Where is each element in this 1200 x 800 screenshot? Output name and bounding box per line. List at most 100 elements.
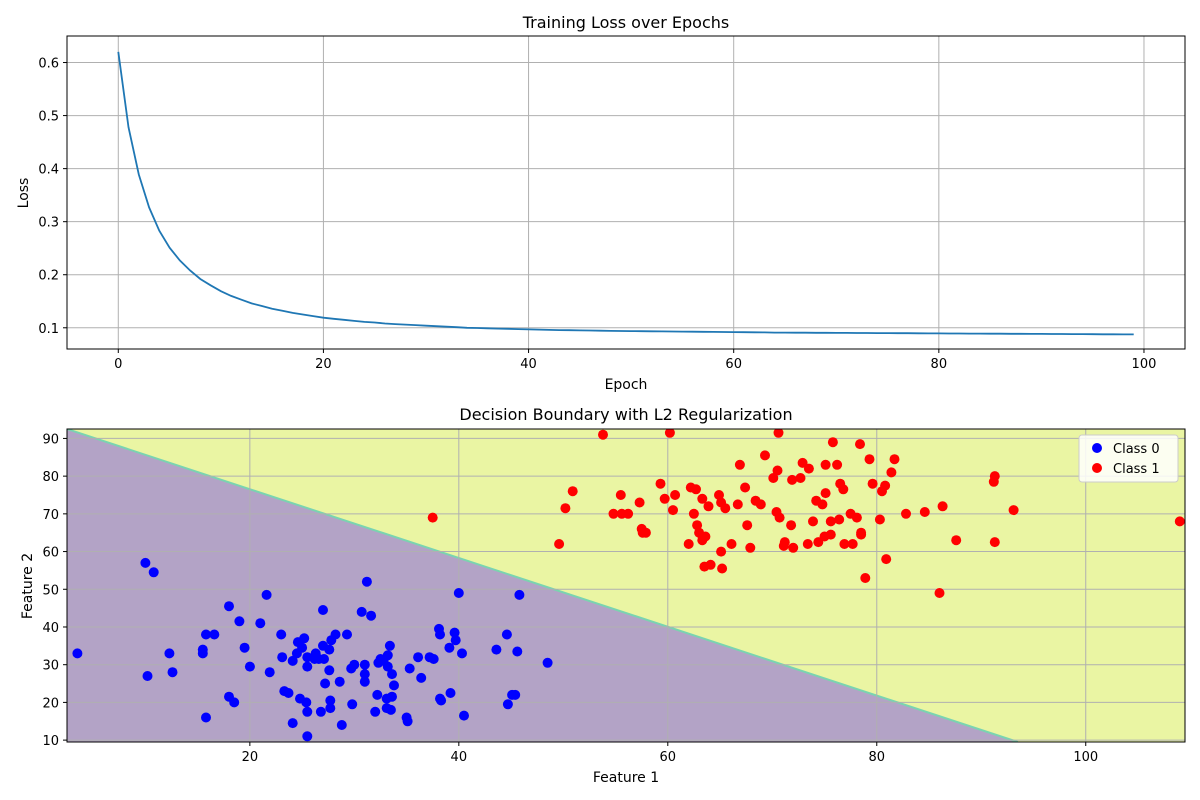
loss-chart-y-ticks: 0.1 0.2 0.3 0.4 0.5 0.6 <box>38 57 67 337</box>
point-class-0 <box>435 629 445 640</box>
point-class-0 <box>320 678 331 689</box>
point-class-1 <box>851 512 862 523</box>
point-class-0 <box>457 648 467 659</box>
point-class-1 <box>691 484 701 495</box>
point-class-1 <box>700 531 711 542</box>
point-class-0 <box>302 706 313 717</box>
point-class-0 <box>342 629 352 640</box>
point-class-1 <box>901 508 911 519</box>
point-class-1 <box>856 527 867 538</box>
point-class-0 <box>224 601 234 612</box>
point-class-1 <box>839 539 850 549</box>
y-tick-label: 20 <box>42 696 59 711</box>
point-class-1 <box>820 488 831 499</box>
point-class-0 <box>318 605 328 615</box>
decision-chart-x-ticks: 20 40 60 80 100 <box>242 742 1098 765</box>
point-class-0 <box>330 629 341 640</box>
point-class-1 <box>788 542 799 553</box>
x-tick-label: 20 <box>315 357 332 372</box>
point-class-0 <box>347 699 358 710</box>
y-tick-label: 0.1 <box>38 322 59 337</box>
point-class-1 <box>802 539 813 549</box>
point-class-0 <box>444 642 455 653</box>
point-class-1 <box>772 465 783 476</box>
point-class-1 <box>623 508 634 519</box>
point-class-0 <box>299 633 310 644</box>
point-class-0 <box>261 589 272 600</box>
point-class-0 <box>287 718 298 729</box>
point-class-1 <box>803 463 814 474</box>
point-class-1 <box>795 473 806 483</box>
point-class-1 <box>755 499 766 510</box>
point-class-0 <box>244 661 255 672</box>
point-class-0 <box>449 627 460 638</box>
decision-chart-x-label: Feature 1 <box>593 770 659 786</box>
point-class-0 <box>277 652 288 663</box>
point-class-0 <box>197 644 208 655</box>
point-class-0 <box>276 629 287 640</box>
point-class-1 <box>705 559 716 570</box>
y-tick-label: 60 <box>42 546 59 561</box>
x-tick-label: 100 <box>1132 357 1157 372</box>
point-class-0 <box>382 661 393 672</box>
point-class-0 <box>542 657 553 668</box>
point-class-1 <box>768 473 779 483</box>
point-class-1 <box>560 503 571 514</box>
point-class-0 <box>404 663 415 674</box>
point-class-0 <box>302 661 313 672</box>
point-class-0 <box>319 654 329 664</box>
point-class-0 <box>366 610 377 621</box>
point-class-1 <box>787 474 798 485</box>
point-class-1 <box>615 490 626 500</box>
point-class-1 <box>703 501 714 512</box>
point-class-1 <box>1008 505 1019 516</box>
point-class-1 <box>989 537 1000 548</box>
point-class-1 <box>886 467 897 478</box>
point-class-0 <box>370 706 381 717</box>
point-class-0 <box>201 712 211 723</box>
x-tick-label: 20 <box>242 750 259 765</box>
y-tick-label: 50 <box>42 583 59 598</box>
point-class-0 <box>361 576 372 587</box>
x-tick-label: 80 <box>931 357 948 372</box>
y-tick-label: 80 <box>42 470 59 485</box>
decision-chart-frame <box>66 428 1186 743</box>
point-class-1 <box>838 484 849 495</box>
point-class-0 <box>359 659 370 670</box>
legend-marker-class-0 <box>1092 443 1102 453</box>
point-class-0 <box>502 699 513 710</box>
point-class-1 <box>716 546 727 557</box>
point-class-1 <box>688 508 699 519</box>
point-class-1 <box>608 508 619 519</box>
point-class-0 <box>510 689 521 700</box>
point-class-1 <box>640 527 651 538</box>
point-class-1 <box>760 450 770 461</box>
point-class-0 <box>239 642 250 653</box>
point-class-1 <box>881 554 892 565</box>
x-tick-label: 100 <box>1073 750 1098 765</box>
decision-boundary-line <box>67 429 1019 742</box>
point-class-1 <box>655 478 666 489</box>
point-class-1 <box>697 493 708 504</box>
point-class-0 <box>385 704 396 715</box>
point-class-0 <box>428 654 439 664</box>
y-tick-label: 30 <box>42 659 59 674</box>
point-class-0 <box>324 644 335 655</box>
point-class-0 <box>325 695 336 706</box>
point-class-0 <box>234 616 245 627</box>
point-class-1 <box>692 520 703 531</box>
loss-chart-plot-area <box>117 51 1134 336</box>
point-class-0 <box>359 669 370 680</box>
point-class-1 <box>834 514 845 525</box>
point-class-0 <box>445 688 456 698</box>
point-class-0 <box>302 731 313 742</box>
point-class-1 <box>919 507 930 517</box>
loss-line <box>117 51 1134 336</box>
point-class-0 <box>264 667 275 678</box>
y-tick-label: 90 <box>42 432 59 447</box>
point-class-0 <box>459 710 469 721</box>
x-tick-label: 60 <box>660 750 677 765</box>
point-class-0 <box>384 640 395 651</box>
point-class-1 <box>734 459 745 470</box>
